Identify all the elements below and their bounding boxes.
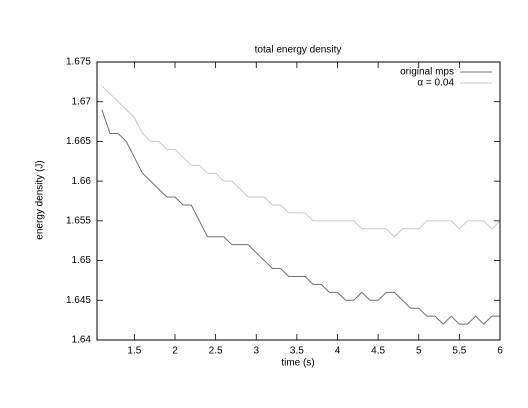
- series-line: [101, 85, 501, 238]
- x-tick-label: 5: [416, 346, 422, 357]
- x-axis-label: time (s): [281, 358, 314, 369]
- y-tick-label: 1.64: [72, 335, 92, 346]
- y-tick-label: 1.645: [66, 295, 91, 306]
- x-tick-label: 3.5: [290, 346, 304, 357]
- chart-title: total energy density: [255, 45, 342, 56]
- y-tick-label: 1.65: [72, 255, 92, 266]
- y-tick-label: 1.665: [66, 136, 91, 147]
- y-tick-label: 1.66: [72, 176, 92, 187]
- plot-frame: [96, 61, 501, 341]
- y-axis-label: energy density (J): [35, 160, 46, 239]
- x-tick-label: 4: [335, 346, 341, 357]
- y-tick-label: 1.67: [72, 96, 92, 107]
- x-tick-label: 2.5: [209, 346, 223, 357]
- x-tick-label: 4.5: [371, 346, 385, 357]
- x-tick-label: 1.5: [127, 346, 141, 357]
- x-tick-label: 6: [497, 346, 503, 357]
- y-tick-label: 1.655: [66, 215, 91, 226]
- x-tick-label: 2: [172, 346, 178, 357]
- series-line: [101, 109, 500, 325]
- legend-label: α = 0.04: [417, 78, 454, 89]
- x-tick-label: 5.5: [452, 346, 466, 357]
- legend-label: original mps: [400, 67, 454, 78]
- x-tick-label: 3: [253, 346, 259, 357]
- y-tick-label: 1.675: [66, 57, 91, 68]
